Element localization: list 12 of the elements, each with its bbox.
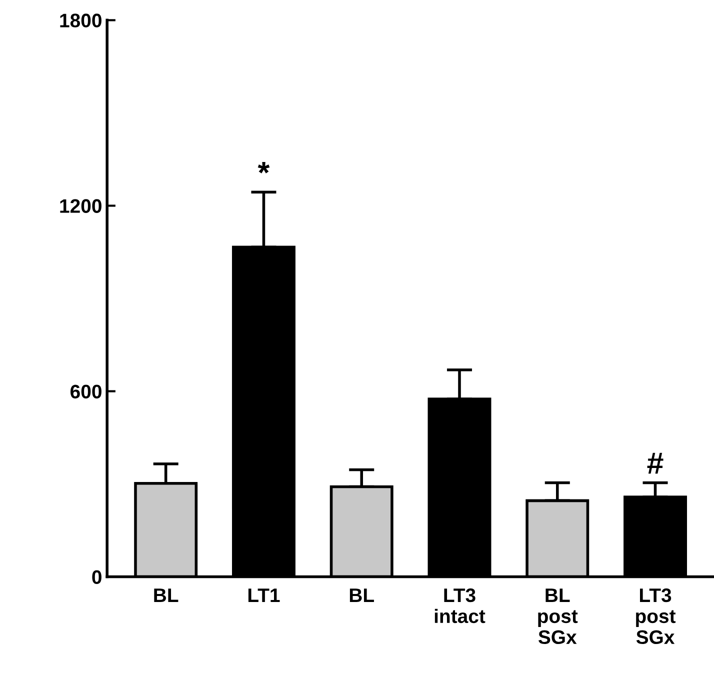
y-tick-label: 600	[70, 384, 102, 398]
x-tick-label: BL	[154, 588, 178, 602]
x-tick-label: LT3 post SGx	[636, 588, 676, 644]
annotation: *	[258, 162, 270, 174]
x-tick-label: BL	[350, 588, 374, 602]
y-tick-label: 1800	[60, 14, 102, 28]
annotation: #	[647, 452, 664, 474]
x-tick-label: LT1	[248, 588, 280, 602]
x-tick-label: LT3 intact	[434, 588, 486, 624]
y-tick-label: 0	[92, 570, 102, 584]
y-tick-label: 1200	[60, 199, 102, 213]
x-tick-label: BL post SGx	[538, 588, 578, 644]
